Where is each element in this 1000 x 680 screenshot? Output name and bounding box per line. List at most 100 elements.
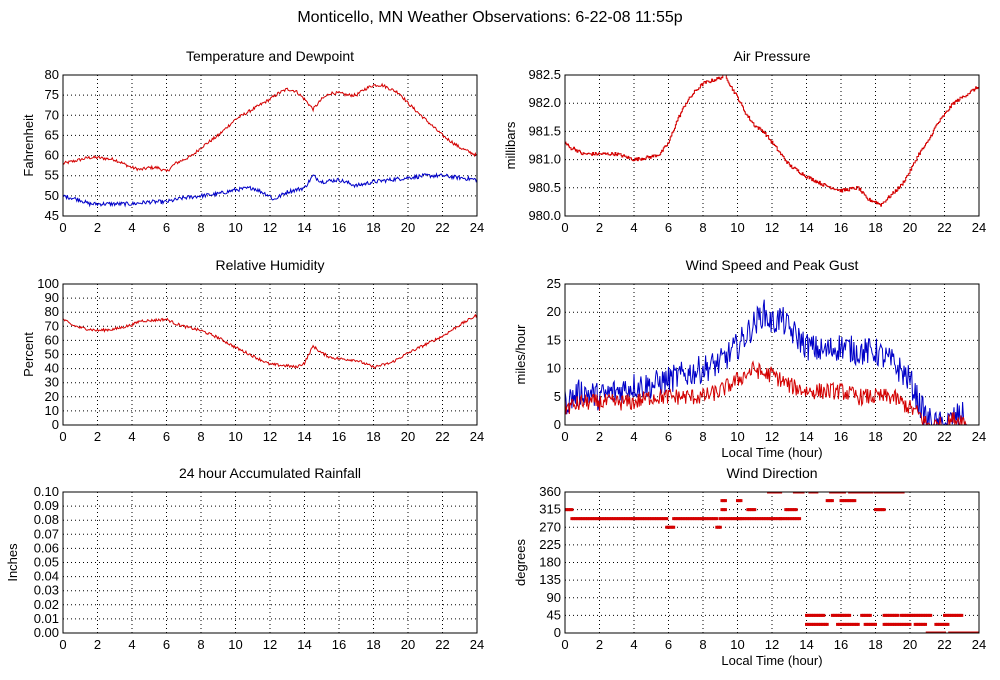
wind_direction-point xyxy=(592,517,596,521)
wind_direction-point xyxy=(865,622,869,626)
wind_direction-point xyxy=(927,631,931,633)
wind_direction-point xyxy=(805,622,808,626)
wind_direction-point xyxy=(841,613,845,617)
wind_direction-point xyxy=(815,613,819,617)
wind_direction-point xyxy=(684,517,688,521)
wind_direction-point xyxy=(711,517,715,521)
wind_direction-point xyxy=(891,613,895,617)
wind_direction-point xyxy=(682,517,686,521)
wind_direction-point xyxy=(865,613,869,617)
wind_direction-point xyxy=(694,517,698,521)
wind_direction-point xyxy=(805,613,808,617)
wind_direction-point xyxy=(877,492,881,494)
wind_direction-point xyxy=(660,517,664,521)
wind_direction-point xyxy=(773,492,777,494)
wind_direction-point xyxy=(841,499,845,503)
wind_direction-point xyxy=(635,517,639,521)
wind_direction-point xyxy=(901,492,905,494)
wind_direction-point xyxy=(744,517,748,521)
wind_direction-point xyxy=(672,517,676,521)
wind_direction-point xyxy=(908,622,912,626)
wind_direction-point xyxy=(604,517,608,521)
wind_direction-point xyxy=(874,508,877,512)
wind_direction-point xyxy=(787,517,791,521)
wind_direction-point xyxy=(577,517,581,521)
wind_direction-point xyxy=(825,622,829,626)
humidity-y-axis-label: Percent xyxy=(21,332,36,377)
rainfall-x-tick-label: 16 xyxy=(332,637,346,652)
pressure-y-tick-label: 981.5 xyxy=(528,123,561,138)
wind_direction-point xyxy=(889,613,893,617)
wind_direction-point xyxy=(658,517,662,521)
wind_direction-point xyxy=(849,499,853,503)
wind_direction-point xyxy=(939,631,943,633)
humidity-x-tick-label: 6 xyxy=(163,429,170,444)
wind_speed-x-tick-label: 16 xyxy=(834,429,848,444)
wind_direction-point xyxy=(899,622,903,626)
wind_direction-point xyxy=(887,492,891,494)
wind_direction-point xyxy=(679,517,683,521)
wind_direction-point xyxy=(611,517,615,521)
pressure-y-tick-label: 981.0 xyxy=(528,152,561,167)
wind_direction-point xyxy=(894,622,898,626)
wind_direction-point xyxy=(808,613,812,617)
wind_direction-point xyxy=(863,613,867,617)
wind_direction-x-tick-label: 10 xyxy=(730,637,744,652)
wind_direction-point xyxy=(836,622,840,626)
humidity-x-tick-label: 12 xyxy=(263,429,277,444)
pressure-x-tick-label: 6 xyxy=(665,220,672,235)
wind_direction-point xyxy=(868,492,872,494)
wind_direction-point xyxy=(794,517,798,521)
temperature-x-tick-label: 22 xyxy=(435,220,449,235)
wind_direction-point xyxy=(853,622,857,626)
wind_direction-point xyxy=(663,517,667,521)
wind_direction-point xyxy=(723,499,727,503)
wind_direction-point xyxy=(829,492,833,494)
wind_direction-point xyxy=(855,622,859,626)
wind_direction-point xyxy=(875,492,879,494)
wind_direction-point xyxy=(739,499,743,503)
wind_direction-point xyxy=(892,622,896,626)
wind_direction-point xyxy=(896,622,900,626)
wind_direction-y-tick-label: 45 xyxy=(547,607,561,622)
wind_direction-point xyxy=(967,631,971,633)
wind_direction-point xyxy=(948,631,952,633)
temperature-title: Temperature and Dewpoint xyxy=(186,48,354,64)
wind_direction-point xyxy=(932,631,936,633)
wind_direction-point xyxy=(960,631,964,633)
wind_direction-point xyxy=(670,525,674,529)
wind_direction-x-tick-label: 6 xyxy=(665,637,672,652)
wind_direction-point xyxy=(779,492,783,494)
wind_direction-point xyxy=(887,622,891,626)
wind_direction-point xyxy=(810,613,814,617)
humidity-x-tick-label: 18 xyxy=(366,429,380,444)
wind_direction-point xyxy=(668,525,672,529)
wind_direction-point xyxy=(823,622,827,626)
wind_direction-point xyxy=(698,517,702,521)
wind_direction-point xyxy=(722,517,726,521)
wind_direction-point xyxy=(715,517,719,521)
wind_direction-x-axis-label: Local Time (hour) xyxy=(721,653,822,668)
wind_direction-point xyxy=(756,517,760,521)
wind_direction-point xyxy=(777,492,781,494)
wind_direction-point xyxy=(830,499,834,503)
pressure-x-tick-label: 12 xyxy=(765,220,779,235)
wind_direction-point xyxy=(841,622,845,626)
wind_direction-point xyxy=(808,492,812,494)
pressure-x-tick-label: 8 xyxy=(699,220,706,235)
wind_direction-point xyxy=(585,517,589,521)
wind_direction-point xyxy=(580,517,584,521)
humidity-x-tick-label: 20 xyxy=(401,429,415,444)
rainfall-title: 24 hour Accumulated Rainfall xyxy=(179,465,361,481)
wind_direction-point xyxy=(891,622,895,626)
wind_direction-point xyxy=(779,517,783,521)
wind_direction-point xyxy=(960,613,964,617)
wind_direction-point xyxy=(689,517,693,521)
wind_direction-point xyxy=(958,631,962,633)
wind_direction-point xyxy=(891,492,895,494)
wind_direction-point xyxy=(911,613,915,617)
wind_direction-point xyxy=(882,492,886,494)
wind_direction-point xyxy=(704,517,708,521)
